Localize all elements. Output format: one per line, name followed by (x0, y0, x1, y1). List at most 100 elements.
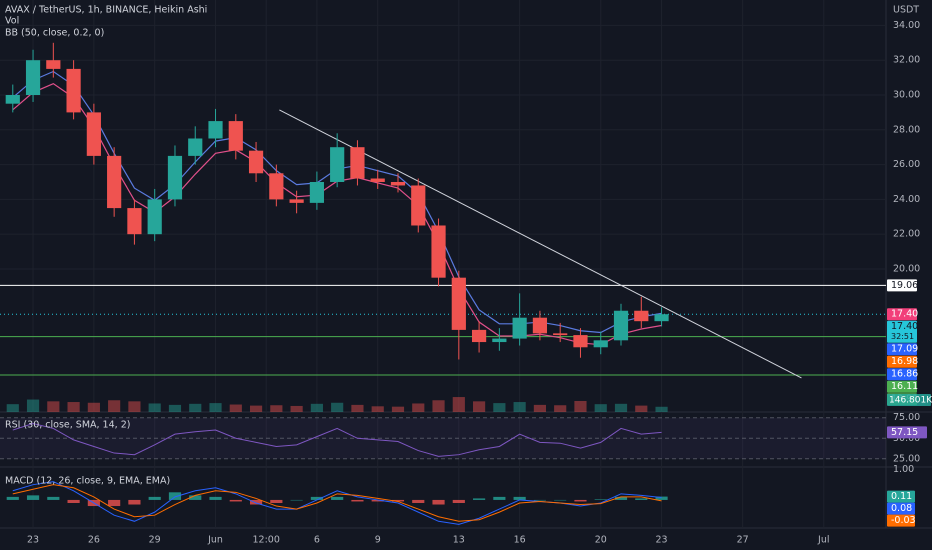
candle-body (86, 112, 101, 156)
macd-histogram (635, 498, 648, 500)
candle-body (330, 147, 345, 182)
price-tag-label: 17.40 (891, 309, 918, 320)
countdown: 32:51 (891, 332, 914, 341)
rsi-title: RSI (30, close, SMA, 14, 2) (5, 420, 130, 431)
macd-histogram (452, 499, 465, 503)
candle-body (390, 181, 406, 186)
macd-histogram (655, 496, 668, 500)
candle-body (188, 138, 203, 156)
macd-tag (887, 502, 915, 515)
candle-body (431, 225, 446, 278)
macd-histogram (614, 496, 628, 500)
macd-histogram (108, 499, 121, 507)
macd-title: MACD (12, 26, close, 9, EMA, EMA) (5, 476, 170, 487)
price-tag-label: 17.09 (891, 344, 918, 355)
candle-body (248, 150, 264, 174)
macd-histogram (148, 496, 161, 500)
volume-bar (574, 400, 587, 412)
x-tick-label: 29 (149, 535, 161, 546)
macd-histogram (594, 499, 607, 500)
macd-histogram (371, 499, 384, 502)
volume-bar (67, 402, 80, 412)
volume-bar (554, 405, 567, 412)
candle-body (309, 181, 324, 203)
volume-bar (249, 405, 263, 412)
candle-body (147, 199, 162, 235)
macd-histogram (331, 496, 344, 500)
volume-bar (513, 402, 526, 412)
macd-histogram (574, 499, 587, 502)
macd-histogram (513, 496, 526, 500)
volume-bar (614, 403, 628, 412)
x-tick-label: 20 (595, 535, 607, 546)
volume-bar (6, 404, 19, 412)
price-tag (887, 279, 917, 292)
volume-bar (412, 403, 425, 412)
y-tick-label: 24.00 (893, 194, 920, 205)
volume-bar (594, 404, 607, 412)
candle-body (492, 338, 507, 343)
volume-label: Vol (5, 16, 19, 27)
volume-bar (432, 400, 445, 412)
macd-tag (887, 490, 915, 503)
y-tick-label: 30.00 (893, 89, 920, 100)
volume-bar (108, 400, 121, 412)
macd-histogram (554, 499, 567, 501)
macd-histogram (391, 499, 405, 502)
x-tick-label: 26 (88, 535, 100, 546)
x-tick-label: 9 (375, 535, 381, 546)
macd-histogram (6, 496, 19, 500)
volume-bar (168, 404, 182, 412)
candle-body (5, 94, 20, 104)
macd-value: 0.08 (891, 503, 912, 514)
candle-body (471, 329, 487, 343)
unit-label: USDT (893, 5, 919, 16)
macd-histogram (67, 499, 80, 503)
price-tag-label: 16.98 (891, 356, 918, 367)
macd-histogram (47, 496, 60, 500)
candle-body (127, 208, 142, 235)
macd-histogram (473, 498, 486, 500)
candle-body (228, 121, 243, 151)
candle-body (593, 340, 608, 348)
rsi-line (12, 422, 662, 457)
x-tick-label: 16 (514, 535, 526, 546)
y-tick-label: 32.00 (893, 55, 920, 66)
y-tick-label: 20.00 (893, 263, 920, 274)
candle-body (553, 333, 568, 336)
x-tick-label: 23 (656, 535, 668, 546)
price-tag-label: 19.06 (891, 280, 918, 291)
chart-title: AVAX / TetherUS, 1h, BINANCE, Heikin Ash… (5, 5, 207, 16)
candle-body (289, 199, 304, 203)
volume-bar (189, 403, 202, 412)
macd-histogram (209, 496, 222, 500)
volume-bar (493, 403, 506, 412)
candle-body (512, 317, 527, 339)
candle-body (451, 277, 466, 330)
macd-tag (887, 514, 915, 527)
volume-bar (47, 401, 60, 412)
price-tag (887, 320, 917, 343)
macd-histogram (351, 499, 364, 502)
macd-histogram (26, 495, 40, 500)
macd-histogram (493, 496, 506, 500)
volume-bar (635, 405, 648, 412)
volume-bar (371, 406, 384, 412)
y-tick-label: 25.00 (893, 453, 920, 464)
volume-bar (655, 406, 668, 412)
volume-bar (87, 402, 100, 412)
macd-histogram (310, 496, 323, 500)
volume-bar (128, 401, 141, 412)
candle-body (269, 173, 284, 200)
price-tag (887, 343, 917, 356)
volume-tag (887, 394, 931, 406)
candle-body (66, 68, 81, 113)
price-tag-label: 16.86 (891, 369, 918, 380)
volume-bar (148, 403, 161, 412)
x-tick-label: 6 (314, 535, 320, 546)
volume-bar (26, 399, 40, 412)
x-tick-label: Jul (817, 535, 829, 546)
y-tick-label: 75.00 (893, 412, 920, 423)
candle-body (532, 317, 548, 334)
